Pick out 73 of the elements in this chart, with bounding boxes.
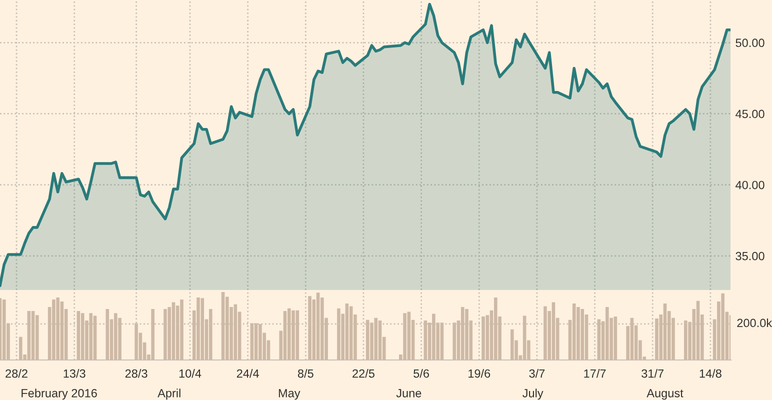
x2-tick-label: June bbox=[396, 389, 422, 398]
x-tick-label: 3/7 bbox=[529, 369, 545, 378]
bar bbox=[296, 310, 300, 360]
y-tick-label: 45.00 bbox=[736, 110, 764, 118]
bar bbox=[655, 318, 658, 360]
bar bbox=[52, 299, 56, 360]
bar bbox=[460, 306, 464, 360]
bar bbox=[366, 320, 370, 360]
bar bbox=[114, 313, 118, 360]
bar bbox=[337, 308, 340, 360]
bar bbox=[552, 302, 556, 360]
bar bbox=[597, 319, 601, 360]
bar bbox=[172, 302, 176, 360]
bar bbox=[696, 300, 700, 360]
x-tick-label: 31/7 bbox=[642, 369, 664, 378]
y-tick-label: 50.00 bbox=[736, 38, 764, 48]
x-tick-label: 28/2 bbox=[6, 369, 28, 378]
x2-tick-label: February 2016 bbox=[22, 388, 97, 400]
bar bbox=[89, 313, 93, 360]
bar bbox=[36, 315, 39, 360]
bar bbox=[196, 297, 200, 360]
bar bbox=[56, 297, 60, 360]
bar bbox=[544, 306, 547, 360]
bar bbox=[200, 298, 204, 360]
x-tick-label: 5/6 bbox=[414, 369, 429, 378]
bar bbox=[151, 309, 154, 360]
bar bbox=[234, 304, 238, 360]
bar bbox=[432, 314, 436, 360]
bar bbox=[684, 320, 688, 360]
x-tick-label: 17/7 bbox=[584, 369, 606, 378]
x-tick-label: 24/4 bbox=[236, 369, 259, 378]
x-tick-label: 8/5 bbox=[298, 369, 314, 378]
bar bbox=[572, 304, 576, 360]
x2-tick-label: July bbox=[522, 388, 544, 400]
x-tick-label: 13/3 bbox=[64, 369, 86, 378]
bar bbox=[576, 306, 580, 360]
bar bbox=[60, 302, 64, 360]
bar bbox=[465, 309, 468, 360]
bar bbox=[316, 292, 320, 360]
bar bbox=[482, 316, 485, 360]
bar bbox=[663, 304, 667, 360]
bar bbox=[80, 313, 84, 360]
x2-tick-label: April bbox=[158, 388, 180, 400]
y-tick-label: 40.00 bbox=[736, 180, 764, 190]
x-tick-label: 14/8 bbox=[700, 369, 722, 378]
bar bbox=[452, 322, 456, 360]
bar bbox=[510, 329, 514, 360]
ref-line-label: 200.0k bbox=[737, 318, 772, 328]
bar bbox=[374, 318, 378, 360]
bar bbox=[106, 309, 110, 360]
bar bbox=[580, 309, 584, 360]
bar bbox=[292, 310, 295, 360]
x2-tick-label: May bbox=[278, 389, 300, 400]
x-tick-label: 19/6 bbox=[468, 369, 490, 378]
bar bbox=[494, 297, 498, 360]
bar bbox=[258, 324, 262, 360]
x2-tick-label: August bbox=[646, 389, 684, 400]
bar bbox=[209, 309, 212, 360]
bar bbox=[721, 293, 724, 360]
bar bbox=[308, 296, 312, 360]
bar bbox=[2, 299, 6, 360]
bar bbox=[19, 336, 22, 360]
bar bbox=[134, 323, 138, 360]
x-tick-label: 22/5 bbox=[352, 369, 374, 378]
bar bbox=[403, 313, 406, 360]
bar bbox=[164, 309, 167, 360]
bar bbox=[606, 306, 609, 360]
x-tick-label: 10/4 bbox=[179, 369, 202, 378]
bar bbox=[287, 308, 291, 360]
bar bbox=[180, 299, 184, 360]
y-tick-label: 35.00 bbox=[736, 252, 764, 260]
x-tick-label: 28/3 bbox=[125, 369, 148, 378]
bar bbox=[221, 292, 225, 360]
